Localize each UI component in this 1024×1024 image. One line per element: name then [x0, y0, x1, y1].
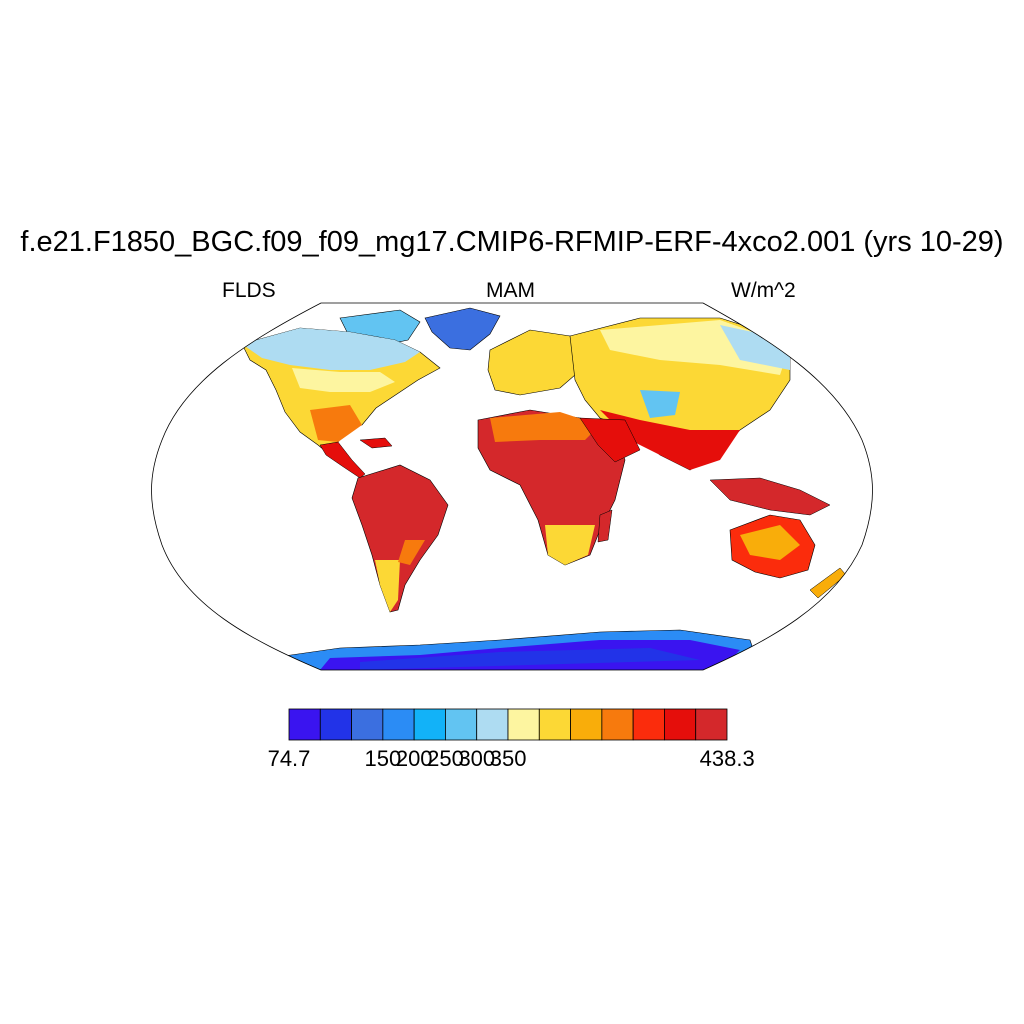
colorbar-swatch: [288, 708, 321, 741]
colorbar-swatch: [351, 708, 384, 741]
map-boundary: [151, 302, 873, 671]
colorbar-swatch: [570, 708, 603, 741]
central-america: [319, 441, 366, 479]
colorbar-tick-label: 300: [458, 746, 496, 771]
europe: [487, 329, 591, 396]
colorbar-swatch: [507, 708, 540, 741]
colorbar-tick-label: 350: [489, 746, 527, 771]
colorbar-swatch: [413, 708, 446, 741]
south-america: [351, 464, 449, 613]
colorbar-tick-label: 200: [395, 746, 433, 771]
units-label: W/m^2: [731, 279, 796, 302]
colorbar-tick-label: 150: [364, 746, 402, 771]
colorbar: [288, 708, 728, 741]
plot-title: f.e21.F1850_BGC.f09_f09_mg17.CMIP6-RFMIP…: [20, 226, 1004, 258]
maritime-asia: [709, 477, 831, 516]
colorbar-swatch: [664, 708, 697, 741]
colorbar-swatch: [445, 708, 478, 741]
colorbar-swatch: [695, 708, 728, 741]
greenland: [424, 307, 501, 351]
colorbar-tick-label: 438.3: [699, 746, 755, 771]
colorbar-swatch: [538, 708, 571, 741]
arabia: [579, 417, 641, 463]
madagascar: [597, 509, 613, 543]
colorbar-tick-label: 250: [427, 746, 464, 771]
colorbar-swatch: [476, 708, 509, 741]
colorbar-swatch: [632, 708, 665, 741]
colorbar-tick-label: 74.7: [267, 746, 311, 771]
colorbar-swatch: [382, 708, 415, 741]
colorbar-swatch: [601, 708, 634, 741]
season-label: MAM: [486, 279, 535, 302]
variable-label: FLDS: [222, 279, 276, 302]
colorbar-swatch: [319, 708, 352, 741]
